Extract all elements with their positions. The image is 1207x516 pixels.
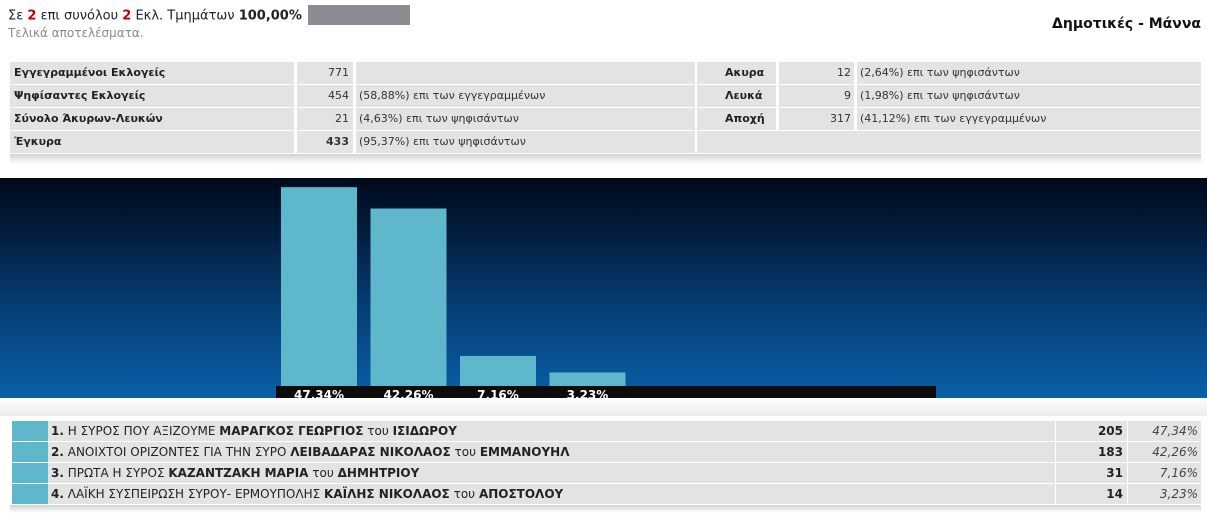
- chart-svg: 47,34% 42,26% 7,16% 3,23%: [276, 187, 936, 398]
- candidate-cell: 1. Η ΣΥΡΟΣ ΠΟΥ ΑΞΙΖΟΥΜΕ ΜΑΡΑΓΚΟΣ ΓΕΩΡΓΙΟ…: [48, 421, 1055, 441]
- counting-status-line: Σε 2 επι συνόλου 2 Εκλ. Τμημάτων 100,00%: [8, 5, 411, 26]
- valid-label: Έγκυρα: [10, 131, 294, 153]
- results-list: 1. Η ΣΥΡΟΣ ΠΟΥ ΑΞΙΖΟΥΜΕ ΜΑΡΑΓΚΟΣ ΓΕΩΡΓΙΟ…: [10, 421, 1201, 505]
- of-word: του: [312, 466, 334, 480]
- abstention-desc: (41,12%) επι των εγγεγραμμένων: [857, 108, 1201, 130]
- votes-count: 31: [1056, 463, 1127, 483]
- counted-stations: 2: [27, 8, 37, 24]
- registered-value: 771: [297, 62, 353, 84]
- stats-row-registered: Εγγεγραμμένοι Εκλογείς 771 Ακυρα 12 (2,6…: [10, 62, 1201, 84]
- invalid-value: 12: [779, 62, 854, 84]
- bar-value-label: 3,23%: [567, 388, 609, 398]
- voted-desc: (58,88%) επι των εγγεγραμμένων: [356, 85, 695, 107]
- bar-value-label: 7,16%: [477, 388, 519, 398]
- list-name: ΠΡΩΤΑ Η ΣΥΡΟΣ: [67, 466, 165, 480]
- list-name: Η ΣΥΡΟΣ ΠΟΥ ΑΞΙΖΟΥΜΕ: [67, 424, 216, 438]
- list-name: ΑΝΟΙΧΤΟΙ ΟΡΙΖΟΝΤΕΣ ΓΙΑ ΤΗΝ ΣΥΡΟ: [67, 445, 287, 459]
- divider: [10, 505, 1201, 513]
- abstention-label: Αποχή: [697, 108, 776, 130]
- invalid-blank-label: Σύνολο Άκυρων-Λευκών: [10, 108, 294, 130]
- voted-label: Ψηφίσαντες Εκλογείς: [10, 85, 294, 107]
- rank: 4.: [51, 487, 64, 501]
- result-row: 2. ΑΝΟΙΧΤΟΙ ΟΡΙΖΟΝΤΕΣ ΓΙΑ ΤΗΝ ΣΥΡΟ ΛΕΙΒΑ…: [10, 442, 1201, 463]
- of-word: του: [454, 445, 477, 459]
- page-title: Δημοτικές - Μάννα: [1052, 16, 1201, 32]
- father-name: ΙΣΙΔΩΡΟΥ: [392, 424, 457, 438]
- candidate-cell: 3. ΠΡΩΤΑ Η ΣΥΡΟΣ ΚΑΖΑΝΤΖΑΚΗ ΜΑΡΙΑ του ΔΗ…: [48, 463, 1055, 483]
- candidate-name: ΚΑΖΑΝΤΖΑΚΗ ΜΑΡΙΑ: [168, 466, 309, 480]
- chart-bar: [549, 372, 626, 386]
- bar-value-label: 47,34%: [294, 388, 344, 398]
- list-name: ΛΑΪΚΗ ΣΥΣΠΕΙΡΩΣΗ ΣΥΡΟΥ- ΕΡΜΟΥΠΟΛΗΣ: [67, 487, 321, 501]
- result-row: 3. ΠΡΩΤΑ Η ΣΥΡΟΣ ΚΑΖΑΝΤΖΑΚΗ ΜΑΡΙΑ του ΔΗ…: [10, 463, 1201, 484]
- middle-text: επι συνόλου: [40, 8, 119, 24]
- votes-count: 14: [1056, 484, 1127, 504]
- color-swatch: [12, 442, 48, 462]
- votes-count: 183: [1056, 442, 1127, 462]
- rank: 1.: [51, 424, 64, 438]
- abstention-value: 317: [779, 108, 854, 130]
- registered-label: Εγγεγραμμένοι Εκλογείς: [10, 62, 294, 84]
- rank: 3.: [51, 466, 64, 480]
- votes-percent: 42,26%: [1128, 442, 1201, 462]
- color-swatch: [12, 484, 48, 504]
- stats-row-invalid-blank: Σύνολο Άκυρων-Λευκών 21 (4,63%) επι των …: [10, 108, 1201, 130]
- votes-percent: 47,34%: [1128, 421, 1201, 441]
- invalid-desc: (2,64%) επι των ψηφισάντων: [857, 62, 1201, 84]
- chart-bar: [370, 208, 447, 386]
- rank: 2.: [51, 445, 64, 459]
- invalid-blank-value: 21: [297, 108, 353, 130]
- votes-percent: 3,23%: [1128, 484, 1201, 504]
- progress-bar: [308, 5, 411, 25]
- prefix-text: Σε: [8, 8, 24, 24]
- of-word: του: [453, 487, 476, 501]
- divider: [0, 398, 1207, 416]
- invalid-label: Ακυρα: [697, 62, 776, 84]
- chart-bar: [460, 355, 536, 386]
- chart-bar: [281, 187, 357, 386]
- bar-value-label: 42,26%: [384, 388, 434, 398]
- of-word: του: [367, 424, 389, 438]
- result-row: 1. Η ΣΥΡΟΣ ΠΟΥ ΑΞΙΖΟΥΜΕ ΜΑΡΑΓΚΟΣ ΓΕΩΡΓΙΟ…: [10, 421, 1201, 442]
- valid-value: 433: [297, 131, 353, 153]
- color-swatch: [12, 463, 48, 483]
- valid-desc: (95,37%) επι των ψηφισάντων: [356, 131, 695, 153]
- stats-row-voted: Ψηφίσαντες Εκλογείς 454 (58,88%) επι των…: [10, 85, 1201, 107]
- candidate-name: ΛΕΙΒΑΔΑΡΑΣ ΝΙΚΟΛΑΟΣ: [290, 445, 451, 459]
- suffix-text: Εκλ. Τμημάτων: [135, 8, 235, 24]
- candidate-name: ΚΑΪΛΗΣ ΝΙΚΟΛΑΟΣ: [324, 487, 450, 501]
- label-strip: [276, 386, 936, 398]
- invalid-blank-desc: (4,63%) επι των ψηφισάντων: [356, 108, 695, 130]
- stats-row-valid: Έγκυρα 433 (95,37%) επι των ψηφισάντων: [10, 131, 1201, 153]
- father-name: ΕΜΜΑΝΟΥΗΛ: [479, 445, 570, 459]
- candidate-name: ΜΑΡΑΓΚΟΣ ΓΕΩΡΓΙΟΣ: [219, 424, 364, 438]
- result-row: 4. ΛΑΪΚΗ ΣΥΣΠΕΙΡΩΣΗ ΣΥΡΟΥ- ΕΡΜΟΥΠΟΛΗΣ ΚΑ…: [10, 484, 1201, 505]
- father-name: ΔΗΜΗΤΡΙΟΥ: [337, 466, 420, 480]
- results-status: Τελικά αποτελέσματα.: [8, 26, 144, 40]
- registered-desc: [356, 62, 695, 84]
- father-name: ΑΠΟΣΤΟΛΟΥ: [478, 487, 564, 501]
- results-bar-chart: 47,34% 42,26% 7,16% 3,23%: [0, 178, 1207, 398]
- votes-count: 205: [1056, 421, 1127, 441]
- divider: [10, 154, 1201, 164]
- blank-value: 9: [779, 85, 854, 107]
- color-swatch: [12, 421, 48, 441]
- voted-value: 454: [297, 85, 353, 107]
- total-stations: 2: [122, 8, 132, 24]
- counted-percent: 100,00%: [238, 8, 302, 24]
- empty-cell: [697, 131, 1201, 153]
- blank-label: Λευκά: [697, 85, 776, 107]
- candidate-cell: 2. ΑΝΟΙΧΤΟΙ ΟΡΙΖΟΝΤΕΣ ΓΙΑ ΤΗΝ ΣΥΡΟ ΛΕΙΒΑ…: [48, 442, 1055, 462]
- votes-percent: 7,16%: [1128, 463, 1201, 483]
- candidate-cell: 4. ΛΑΪΚΗ ΣΥΣΠΕΙΡΩΣΗ ΣΥΡΟΥ- ΕΡΜΟΥΠΟΛΗΣ ΚΑ…: [48, 484, 1055, 504]
- turnout-stats-table: Εγγεγραμμένοι Εκλογείς 771 Ακυρα 12 (2,6…: [10, 62, 1201, 154]
- blank-desc: (1,98%) επι των ψηφισάντων: [857, 85, 1201, 107]
